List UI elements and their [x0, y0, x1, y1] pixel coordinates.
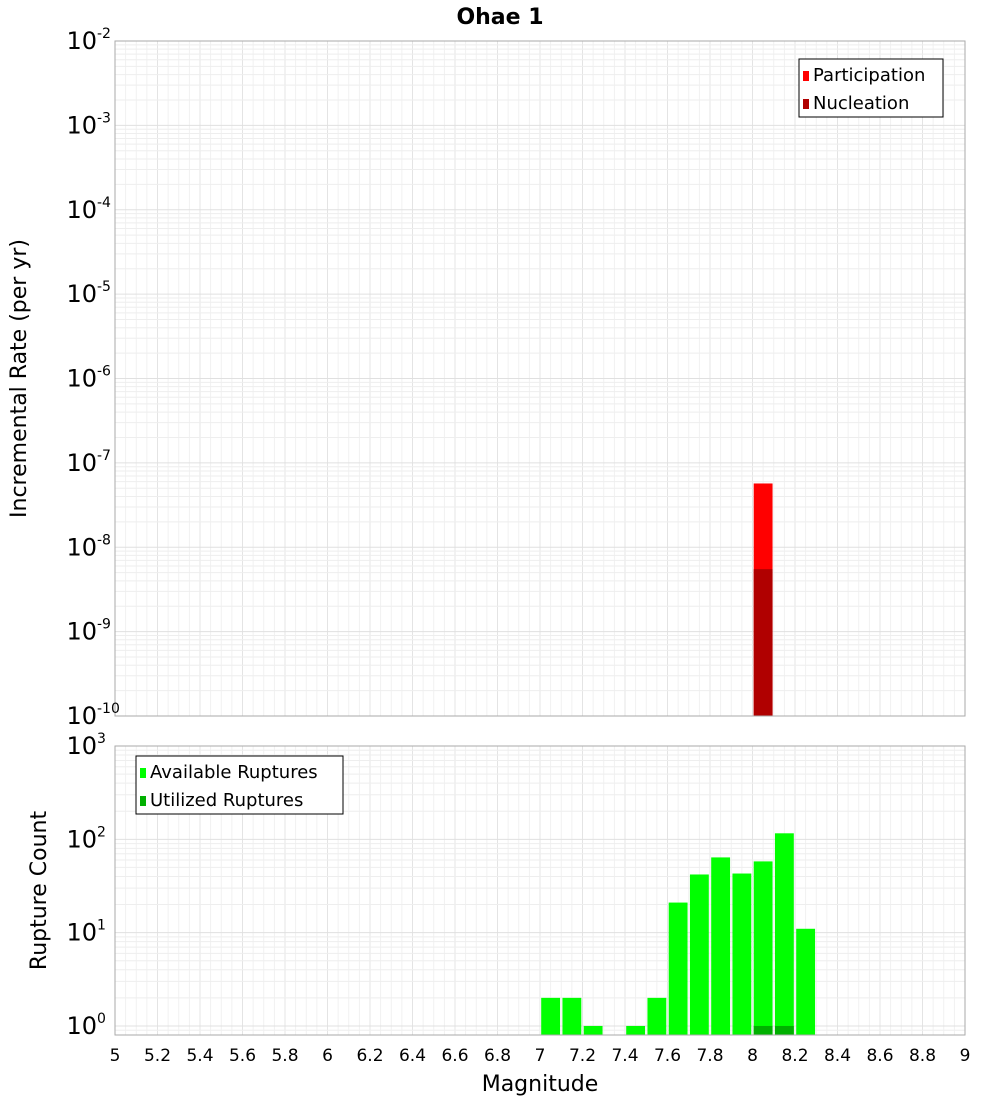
- x-tick-label: 6.2: [356, 1046, 383, 1066]
- bar-nucleation: [753, 569, 773, 716]
- rate-legend-swatch: [803, 71, 809, 81]
- bar-available-ruptures: [753, 861, 773, 1035]
- rate-tick-exponent: -8: [97, 532, 111, 548]
- x-tick-label: 7: [535, 1046, 546, 1066]
- bar-available-ruptures: [711, 857, 731, 1035]
- x-tick-label: 6.4: [399, 1046, 426, 1066]
- x-tick-label: 8.2: [781, 1046, 808, 1066]
- rate-tick-base: 10: [66, 365, 97, 393]
- bar-available-ruptures: [626, 1025, 646, 1035]
- rate-tick-base: 10: [66, 702, 97, 730]
- count-legend: Available Ruptures Utilized Ruptures: [135, 755, 344, 815]
- count-tick-base: 10: [66, 919, 97, 947]
- x-tick-label: 5.4: [186, 1046, 213, 1066]
- count-plot-frame: [114, 745, 966, 1036]
- x-tick-label: 7.8: [696, 1046, 723, 1066]
- rate-tick-exponent: -6: [97, 364, 111, 380]
- count-tick-exponent: 0: [97, 1011, 106, 1027]
- rate-tick-exponent: -7: [97, 448, 111, 464]
- rate-legend-box: [798, 58, 944, 118]
- bar-available-ruptures: [774, 833, 794, 1035]
- rate-tick-exponent: -5: [97, 279, 111, 295]
- bar-available-ruptures: [796, 928, 816, 1035]
- bar-available-ruptures: [541, 997, 561, 1035]
- count-tick-exponent: 2: [97, 824, 106, 840]
- bar-available-ruptures: [583, 1025, 603, 1035]
- count-tick-base: 10: [66, 1012, 97, 1040]
- rate-tick-exponent: -4: [97, 195, 111, 211]
- rate-tick-exponent: -9: [97, 617, 111, 633]
- chart-title: Ohae 1: [456, 5, 543, 30]
- x-tick-label: 5: [110, 1046, 121, 1066]
- rate-y-axis-title: Incremental Rate (per yr): [7, 239, 32, 518]
- x-tick-label: 5.6: [229, 1046, 256, 1066]
- x-tick-label: 7.2: [569, 1046, 596, 1066]
- x-tick-label: 7.6: [654, 1046, 681, 1066]
- x-tick-label: 7.4: [611, 1046, 638, 1066]
- rate-legend-swatch: [803, 99, 809, 109]
- x-tick-labels: 5 5.2 5.4 5.6 5.8 6 6.2 6.4 6.6 6.8 7 7.2 7.4 7.6 7.8 8…: [110, 1046, 971, 1066]
- rate-tick-base: 10: [66, 618, 97, 646]
- rate-tick-exponent: -10: [97, 701, 120, 717]
- bar-available-ruptures: [689, 874, 709, 1035]
- x-tick-label: 9: [960, 1046, 971, 1066]
- bar-utilized-ruptures: [753, 1025, 773, 1035]
- rate-tick-base: 10: [66, 533, 97, 561]
- rate-tick-base: 10: [66, 196, 97, 224]
- count-legend-swatch: [140, 796, 146, 806]
- rate-tick-base: 10: [66, 449, 97, 477]
- x-tick-label: 5.8: [271, 1046, 298, 1066]
- count-legend-box: [135, 755, 344, 815]
- rate-grid: [114, 40, 966, 717]
- x-tick-label: 8.8: [909, 1046, 936, 1066]
- count-tick-base: 10: [66, 825, 97, 853]
- rate-legend-label: Nucleation: [813, 93, 909, 114]
- x-tick-label: 5.2: [144, 1046, 171, 1066]
- count-bars: [541, 833, 816, 1035]
- rate-tick-base: 10: [66, 27, 97, 55]
- x-tick-label: 6.6: [441, 1046, 468, 1066]
- count-y-axis-title: Rupture Count: [27, 811, 52, 971]
- rate-legend: Participation Nucleation: [798, 58, 944, 118]
- count-tick-exponent: 3: [97, 731, 106, 747]
- bar-available-ruptures: [647, 997, 667, 1035]
- rate-tick-exponent: -3: [97, 110, 111, 126]
- bar-utilized-ruptures: [774, 1025, 794, 1035]
- rate-tick-exponent: -2: [97, 26, 111, 42]
- count-legend-label: Utilized Ruptures: [150, 790, 303, 811]
- rate-tick-base: 10: [66, 280, 97, 308]
- rate-bars: [753, 483, 773, 716]
- bar-available-ruptures: [562, 997, 582, 1035]
- count-legend-swatch: [140, 768, 146, 778]
- rate-legend-label: Participation: [813, 65, 925, 86]
- count-tick-base: 10: [66, 732, 97, 760]
- count-legend-label: Available Ruptures: [150, 762, 318, 783]
- bar-available-ruptures: [668, 902, 688, 1035]
- x-tick-label: 8.4: [824, 1046, 851, 1066]
- bar-available-ruptures: [732, 873, 752, 1035]
- x-tick-label: 8: [747, 1046, 758, 1066]
- rate-tick-base: 10: [66, 111, 97, 139]
- count-tick-exponent: 1: [97, 918, 106, 934]
- x-tick-label: 6: [322, 1046, 333, 1066]
- rate-plot-frame: [114, 40, 966, 717]
- x-tick-label: 8.6: [866, 1046, 893, 1066]
- x-axis-title: Magnitude: [482, 1072, 599, 1097]
- x-tick-label: 6.8: [484, 1046, 511, 1066]
